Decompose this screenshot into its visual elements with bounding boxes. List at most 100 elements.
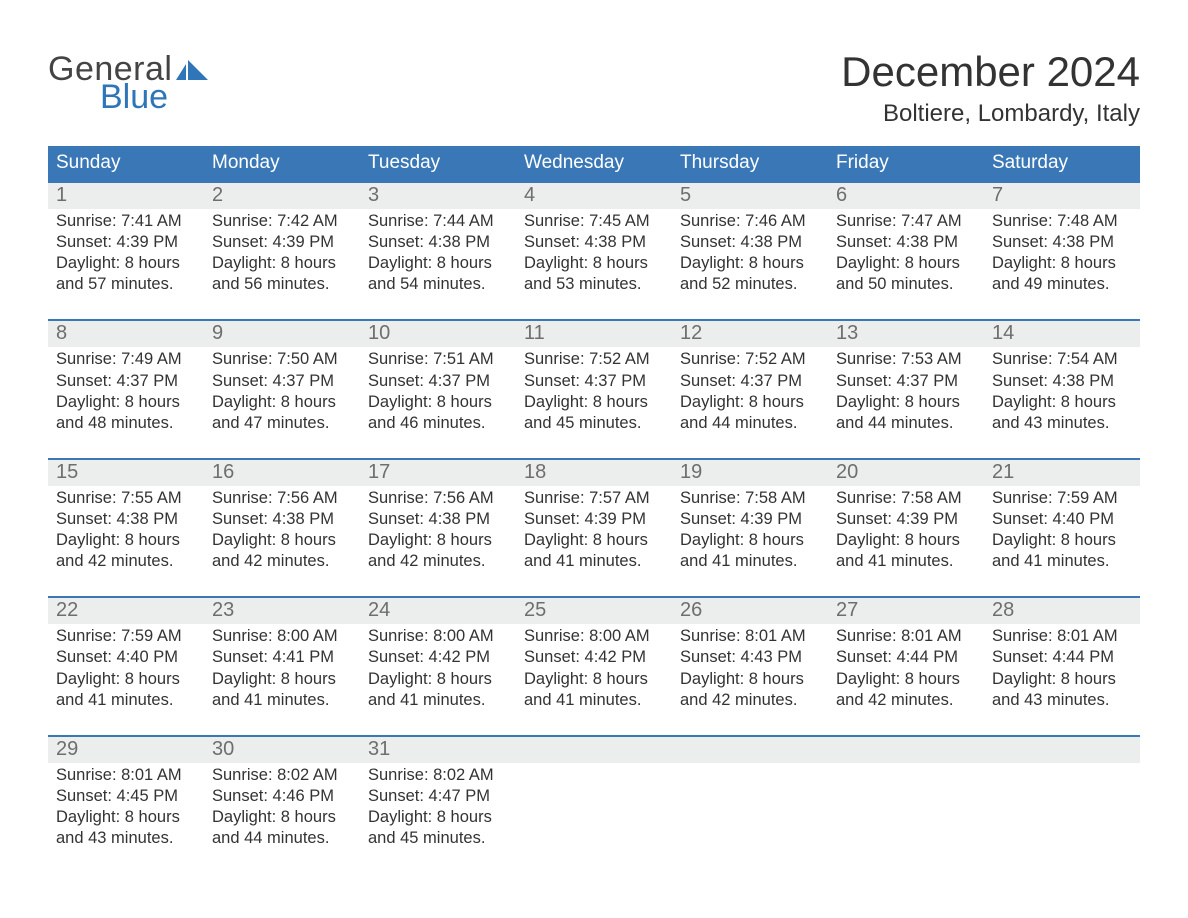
sunrise-line: Sunrise: 8:00 AM [368,626,508,647]
daylight-line: Daylight: 8 hours [368,253,508,274]
daylight-line: Daylight: 8 hours [992,253,1132,274]
daylight-line: Daylight: 8 hours [992,392,1132,413]
day-number: 4 [524,184,535,206]
calendar-day: 11Sunrise: 7:52 AMSunset: 4:37 PMDayligh… [516,321,672,439]
daylight-line: and 41 minutes. [680,551,820,572]
sunset-line: Sunset: 4:41 PM [212,647,352,668]
sunrise-line: Sunrise: 7:52 AM [524,349,664,370]
sunrise-line: Sunrise: 7:52 AM [680,349,820,370]
calendar-day: 16Sunrise: 7:56 AMSunset: 4:38 PMDayligh… [204,460,360,578]
daylight-line: and 54 minutes. [368,274,508,295]
calendar-day: 2Sunrise: 7:42 AMSunset: 4:39 PMDaylight… [204,183,360,301]
calendar-day: 3Sunrise: 7:44 AMSunset: 4:38 PMDaylight… [360,183,516,301]
daylight-line: and 56 minutes. [212,274,352,295]
daylight-line: Daylight: 8 hours [992,669,1132,690]
daylight-line: Daylight: 8 hours [56,807,196,828]
sunrise-line: Sunrise: 7:42 AM [212,211,352,232]
daylight-line: and 41 minutes. [368,690,508,711]
calendar-day: . [828,737,984,855]
sunrise-line: Sunrise: 7:46 AM [680,211,820,232]
day-number: 15 [56,461,78,483]
calendar-day: 23Sunrise: 8:00 AMSunset: 4:41 PMDayligh… [204,598,360,716]
daylight-line: Daylight: 8 hours [212,530,352,551]
daylight-line: and 45 minutes. [368,828,508,849]
sunrise-line: Sunrise: 7:47 AM [836,211,976,232]
daylight-line: Daylight: 8 hours [680,669,820,690]
day-number: 13 [836,322,858,344]
brand-logo: General Blue [48,52,210,114]
sunrise-line: Sunrise: 7:59 AM [992,488,1132,509]
day-number: 28 [992,599,1014,621]
sunrise-line: Sunrise: 7:53 AM [836,349,976,370]
calendar-day: 21Sunrise: 7:59 AMSunset: 4:40 PMDayligh… [984,460,1140,578]
day-number: 26 [680,599,702,621]
daylight-line: and 57 minutes. [56,274,196,295]
sunset-line: Sunset: 4:38 PM [212,509,352,530]
daylight-line: Daylight: 8 hours [212,669,352,690]
day-number: 2 [212,184,223,206]
day-of-week-label: Monday [204,146,360,181]
day-of-week-label: Wednesday [516,146,672,181]
calendar-day: 30Sunrise: 8:02 AMSunset: 4:46 PMDayligh… [204,737,360,855]
header-section: General Blue December 2024 Boltiere, Lom… [48,30,1140,138]
sunrise-line: Sunrise: 7:54 AM [992,349,1132,370]
sunset-line: Sunset: 4:40 PM [992,509,1132,530]
daylight-line: Daylight: 8 hours [524,392,664,413]
day-number: 29 [56,738,78,760]
day-number: 16 [212,461,234,483]
calendar-week: 22Sunrise: 7:59 AMSunset: 4:40 PMDayligh… [48,596,1140,716]
calendar-day: 28Sunrise: 8:01 AMSunset: 4:44 PMDayligh… [984,598,1140,716]
day-number: 30 [212,738,234,760]
day-number: 6 [836,184,847,206]
calendar-week: 8Sunrise: 7:49 AMSunset: 4:37 PMDaylight… [48,319,1140,439]
daylight-line: and 41 minutes. [524,551,664,572]
daylight-line: and 43 minutes. [56,828,196,849]
daylight-line: Daylight: 8 hours [212,392,352,413]
calendar-day: 25Sunrise: 8:00 AMSunset: 4:42 PMDayligh… [516,598,672,716]
calendar-week: 29Sunrise: 8:01 AMSunset: 4:45 PMDayligh… [48,735,1140,855]
sunset-line: Sunset: 4:45 PM [56,786,196,807]
daylight-line: Daylight: 8 hours [212,807,352,828]
sunrise-line: Sunrise: 7:44 AM [368,211,508,232]
sunset-line: Sunset: 4:37 PM [212,371,352,392]
daylight-line: and 42 minutes. [836,690,976,711]
day-number: 22 [56,599,78,621]
day-number: 20 [836,461,858,483]
daylight-line: and 42 minutes. [680,690,820,711]
sunset-line: Sunset: 4:46 PM [212,786,352,807]
calendar-day: . [984,737,1140,855]
daylight-line: and 43 minutes. [992,690,1132,711]
day-of-week-label: Sunday [48,146,204,181]
daylight-line: Daylight: 8 hours [524,669,664,690]
daylight-line: and 41 minutes. [524,690,664,711]
daylight-line: and 41 minutes. [992,551,1132,572]
daylight-line: Daylight: 8 hours [56,530,196,551]
day-number: 9 [212,322,223,344]
brand-line2: Blue [100,80,210,114]
daylight-line: and 53 minutes. [524,274,664,295]
calendar-day: 19Sunrise: 7:58 AMSunset: 4:39 PMDayligh… [672,460,828,578]
title-block: December 2024 Boltiere, Lombardy, Italy [841,30,1140,138]
daylight-line: Daylight: 8 hours [368,807,508,828]
sunset-line: Sunset: 4:38 PM [368,509,508,530]
daylight-line: Daylight: 8 hours [680,253,820,274]
day-number: 31 [368,738,390,760]
sunrise-line: Sunrise: 7:45 AM [524,211,664,232]
day-number: 14 [992,322,1014,344]
calendar-day: 1Sunrise: 7:41 AMSunset: 4:39 PMDaylight… [48,183,204,301]
daylight-line: and 41 minutes. [212,690,352,711]
day-number: 3 [368,184,379,206]
sunset-line: Sunset: 4:39 PM [836,509,976,530]
day-of-week-label: Saturday [984,146,1140,181]
sunset-line: Sunset: 4:38 PM [992,232,1132,253]
day-number: 27 [836,599,858,621]
day-number: 21 [992,461,1014,483]
month-title: December 2024 [841,48,1140,96]
sunset-line: Sunset: 4:37 PM [56,371,196,392]
daylight-line: and 42 minutes. [56,551,196,572]
sunrise-line: Sunrise: 7:56 AM [368,488,508,509]
day-number: 17 [368,461,390,483]
sunrise-line: Sunrise: 7:51 AM [368,349,508,370]
sunrise-line: Sunrise: 8:01 AM [680,626,820,647]
calendar-grid: SundayMondayTuesdayWednesdayThursdayFrid… [48,146,1140,855]
